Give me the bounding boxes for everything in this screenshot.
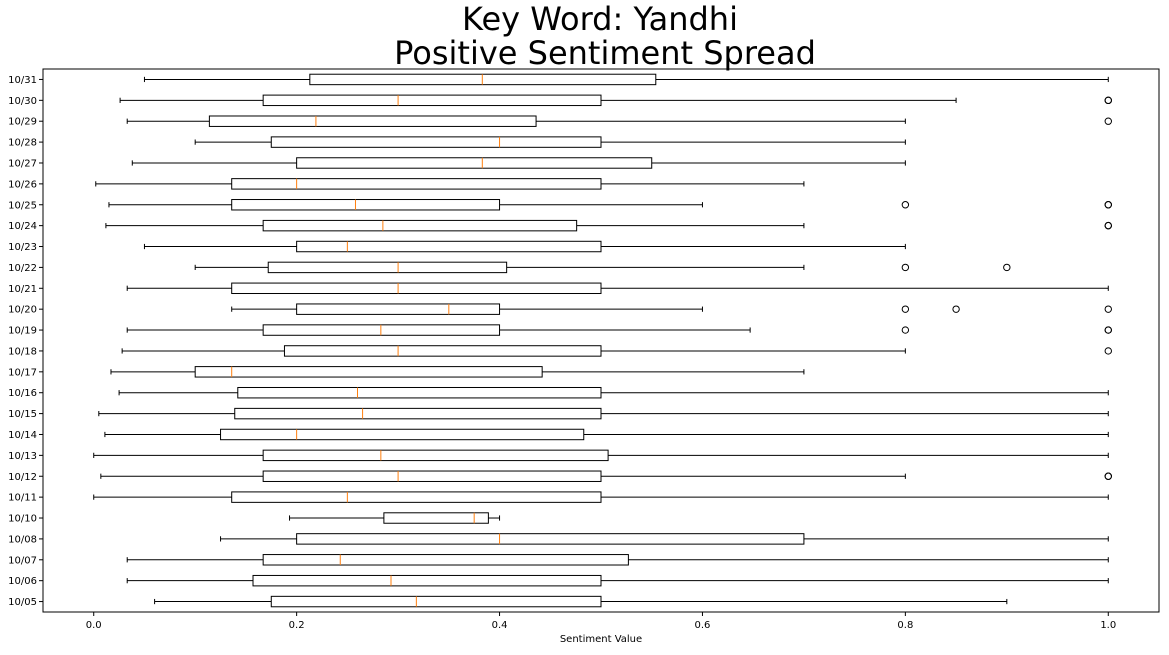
outlier-point	[1104, 326, 1112, 334]
box-iqr	[262, 554, 629, 566]
outlier-point	[901, 326, 910, 334]
x-tick-label: 0.0	[86, 620, 102, 631]
y-tick-label: 10/16	[8, 388, 37, 399]
chart-title-line-2: Positive Sentiment Spread	[394, 34, 816, 72]
chart-title-line-1: Key Word: Yandhi	[462, 0, 738, 38]
box-iqr	[252, 574, 602, 587]
outlier-point	[1104, 347, 1112, 355]
box-iqr	[267, 261, 508, 274]
y-tick-label: 10/06	[8, 576, 37, 587]
box-iqr	[234, 407, 602, 420]
y-tick-label: 10/24	[8, 221, 37, 232]
plot-frame	[42, 68, 1160, 613]
y-tick-label: 10/18	[8, 346, 37, 357]
box-iqr	[296, 533, 805, 545]
y-tick-label: 10/12	[8, 472, 37, 483]
outlier-point	[1003, 263, 1011, 272]
box-iqr	[262, 94, 602, 107]
box-iqr	[194, 366, 543, 378]
y-tick-label: 10/22	[8, 263, 37, 274]
y-tick-label: 10/23	[8, 242, 37, 253]
y-tick-label: 10/25	[8, 200, 37, 211]
y-tick-label: 10/17	[8, 367, 37, 378]
box-iqr	[208, 115, 537, 127]
box-iqr	[270, 136, 602, 148]
plot-area: 0.0 0.2 0.4 0.6 0.8 1.0 10/05 10/06 10/07 10/08 10…	[8, 68, 1160, 631]
y-tick-label: 10/19	[8, 326, 37, 337]
outlier-point	[1104, 117, 1112, 125]
x-tick-label: 0.4	[492, 620, 508, 631]
y-tick-label: 10/14	[8, 430, 37, 441]
box-iqr	[220, 428, 585, 441]
box-iqr	[283, 345, 602, 357]
y-tick-label: 10/10	[8, 514, 37, 525]
box-iqr	[296, 240, 602, 253]
x-tick-label: 0.6	[695, 620, 711, 631]
outlier-point	[1104, 472, 1112, 480]
x-tick-label: 1.0	[1100, 620, 1116, 631]
y-tick-label: 10/11	[8, 493, 37, 504]
y-tick-label: 10/31	[8, 75, 37, 86]
outlier-point	[1104, 305, 1112, 313]
y-tick-label: 10/29	[8, 117, 37, 128]
box-iqr	[231, 199, 501, 211]
y-tick-label: 10/26	[8, 179, 37, 190]
box-iqr	[262, 449, 609, 462]
outlier-point	[952, 305, 960, 313]
y-tick-label: 10/27	[8, 158, 37, 169]
box-iqr	[231, 178, 602, 190]
box-iqr	[262, 324, 501, 336]
x-tick-label: 0.8	[897, 620, 913, 631]
box-iqr	[296, 157, 653, 169]
outlier-point	[901, 201, 910, 209]
box-iqr	[309, 73, 657, 86]
y-tick-label: 10/08	[8, 534, 37, 545]
y-tick-label: 10/13	[8, 451, 37, 462]
outlier-point	[901, 305, 910, 313]
x-axis-label: Sentiment Value	[560, 634, 642, 645]
box-iqr	[231, 491, 602, 503]
y-tick-label: 10/28	[8, 138, 37, 149]
outlier-point	[1104, 96, 1112, 105]
y-tick-label: 10/20	[8, 305, 37, 316]
box-iqr	[237, 386, 602, 399]
box-iqr	[262, 219, 578, 232]
outlier-point	[901, 263, 910, 272]
y-tick-label: 10/30	[8, 96, 37, 107]
box-iqr	[231, 282, 602, 295]
box-iqr	[270, 595, 602, 608]
y-tick-label: 10/15	[8, 409, 37, 420]
outlier-point	[1104, 221, 1112, 230]
box-iqr	[296, 303, 501, 315]
y-tick-label: 10/21	[8, 284, 37, 295]
outlier-point	[1104, 201, 1112, 209]
box-iqr	[262, 470, 602, 482]
x-tick-label: 0.2	[289, 620, 305, 631]
y-tick-label: 10/05	[8, 597, 37, 608]
y-tick-label: 10/07	[8, 555, 37, 566]
box-iqr	[383, 512, 489, 524]
